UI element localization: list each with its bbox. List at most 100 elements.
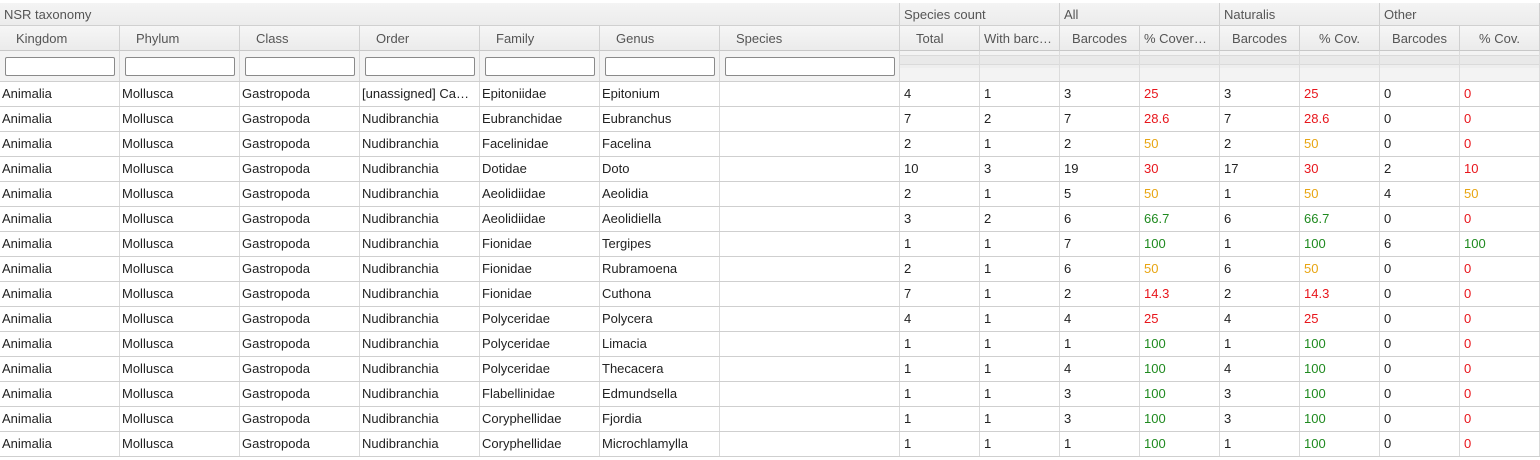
table-row[interactable]: Animalia Mollusca Gastropoda [unassigned] C… (0, 82, 1540, 107)
cell-kingdom: Animalia (0, 82, 120, 106)
cell-class: Gastropoda (240, 157, 360, 181)
cell-phylum: Mollusca (120, 182, 240, 206)
cell-species (720, 207, 900, 231)
cell-other-barcodes: 0 (1380, 382, 1460, 406)
cell-other-barcodes: 0 (1380, 107, 1460, 131)
header-phylum[interactable]: Phylum (120, 26, 240, 51)
cell-species (720, 332, 900, 356)
header-family[interactable]: Family (480, 26, 600, 51)
cell-class: Gastropoda (240, 207, 360, 231)
cell-phylum: Mollusca (120, 132, 240, 156)
table-row[interactable]: Animalia Mollusca Gastropoda Nudibranchia Fi… (0, 282, 1540, 307)
table-row[interactable]: Animalia Mollusca Gastropoda Nudibranchia Fa… (0, 132, 1540, 157)
cell-order: Nudibranchia (360, 407, 480, 431)
column-group-header-row: NSR taxonomy Species count All Naturalis… (0, 3, 1540, 26)
cell-class: Gastropoda (240, 307, 360, 331)
cell-kingdom: Animalia (0, 382, 120, 406)
kingdom-filter-input[interactable] (5, 57, 115, 76)
table-row[interactable]: Animalia Mollusca Gastropoda Nudibranchia Do… (0, 157, 1540, 182)
table-row[interactable]: Animalia Mollusca Gastropoda Nudibranchia Fi… (0, 232, 1540, 257)
cell-other-coverage: 0 (1460, 357, 1540, 381)
cell-naturalis-barcodes: 1 (1220, 232, 1300, 256)
cell-phylum: Mollusca (120, 432, 240, 456)
table-row[interactable]: Animalia Mollusca Gastropoda Nudibranchia Po… (0, 357, 1540, 382)
cell-other-coverage: 50 (1460, 182, 1540, 206)
cell-genus: Microchlamylla (600, 432, 720, 456)
cell-species (720, 382, 900, 406)
cell-family: Flabellinidae (480, 382, 600, 406)
class-filter-input[interactable] (245, 57, 355, 76)
cell-naturalis-barcodes: 3 (1220, 82, 1300, 106)
cell-naturalis-barcodes: 7 (1220, 107, 1300, 131)
cell-other-coverage: 0 (1460, 432, 1540, 456)
table-row[interactable]: Animalia Mollusca Gastropoda Nudibranchia Po… (0, 307, 1540, 332)
table-row[interactable]: Animalia Mollusca Gastropoda Nudibranchia Ae… (0, 207, 1540, 232)
cell-family: Fionidae (480, 282, 600, 306)
cell-family: Fionidae (480, 232, 600, 256)
cell-with-barcodes: 1 (980, 182, 1060, 206)
species-filter-input[interactable] (725, 57, 895, 76)
cell-genus: Rubramoena (600, 257, 720, 281)
cell-all-barcodes: 3 (1060, 82, 1140, 106)
cell-all-coverage: 30 (1140, 157, 1220, 181)
cell-other-barcodes: 0 (1380, 332, 1460, 356)
cell-all-barcodes: 3 (1060, 382, 1140, 406)
cell-total: 2 (900, 182, 980, 206)
header-genus[interactable]: Genus (600, 26, 720, 51)
header-naturalis-coverage[interactable]: % Cov. (1300, 26, 1380, 51)
cell-all-barcodes: 6 (1060, 257, 1140, 281)
filter-row (0, 51, 1540, 82)
table-row[interactable]: Animalia Mollusca Gastropoda Nudibranchia Ae… (0, 182, 1540, 207)
table-row[interactable]: Animalia Mollusca Gastropoda Nudibranchia Co… (0, 432, 1540, 457)
genus-filter-input[interactable] (605, 57, 715, 76)
header-other-coverage[interactable]: % Cov. (1460, 26, 1540, 51)
header-species[interactable]: Species (720, 26, 900, 51)
cell-other-barcodes: 0 (1380, 357, 1460, 381)
cell-all-coverage: 28.6 (1140, 107, 1220, 131)
cell-naturalis-coverage: 28.6 (1300, 107, 1380, 131)
cell-species (720, 407, 900, 431)
cell-naturalis-coverage: 25 (1300, 307, 1380, 331)
cell-phylum: Mollusca (120, 107, 240, 131)
cell-naturalis-coverage: 100 (1300, 357, 1380, 381)
header-order[interactable]: Order (360, 26, 480, 51)
header-total[interactable]: Total (900, 26, 980, 51)
cell-with-barcodes: 1 (980, 307, 1060, 331)
header-naturalis-barcodes[interactable]: Barcodes (1220, 26, 1300, 51)
cell-other-barcodes: 0 (1380, 432, 1460, 456)
cell-other-coverage: 0 (1460, 207, 1540, 231)
order-filter-input[interactable] (365, 57, 475, 76)
header-all-coverage[interactable]: % Cover… (1140, 26, 1220, 51)
cell-all-coverage: 25 (1140, 82, 1220, 106)
header-all-barcodes[interactable]: Barcodes (1060, 26, 1140, 51)
cell-phylum: Mollusca (120, 357, 240, 381)
cell-species (720, 132, 900, 156)
cell-with-barcodes: 2 (980, 107, 1060, 131)
table-row[interactable]: Animalia Mollusca Gastropoda Nudibranchia Fi… (0, 257, 1540, 282)
cell-all-coverage: 25 (1140, 307, 1220, 331)
filter-placeholder (1220, 51, 1300, 81)
cell-total: 2 (900, 132, 980, 156)
header-with-barcodes[interactable]: With barc… (980, 26, 1060, 51)
group-all: All (1060, 3, 1220, 26)
cell-other-coverage: 0 (1460, 282, 1540, 306)
cell-all-coverage: 66.7 (1140, 207, 1220, 231)
table-row[interactable]: Animalia Mollusca Gastropoda Nudibranchia Fl… (0, 382, 1540, 407)
cell-species (720, 432, 900, 456)
cell-kingdom: Animalia (0, 232, 120, 256)
table-row[interactable]: Animalia Mollusca Gastropoda Nudibranchia Eu… (0, 107, 1540, 132)
cell-naturalis-barcodes: 2 (1220, 282, 1300, 306)
cell-other-coverage: 0 (1460, 382, 1540, 406)
phylum-filter-input[interactable] (125, 57, 235, 76)
table-row[interactable]: Animalia Mollusca Gastropoda Nudibranchia Po… (0, 332, 1540, 357)
header-class[interactable]: Class (240, 26, 360, 51)
table-row[interactable]: Animalia Mollusca Gastropoda Nudibranchia Co… (0, 407, 1540, 432)
cell-genus: Aeolidiella (600, 207, 720, 231)
cell-all-coverage: 100 (1140, 407, 1220, 431)
header-kingdom[interactable]: Kingdom (0, 26, 120, 51)
cell-naturalis-coverage: 30 (1300, 157, 1380, 181)
cell-order: Nudibranchia (360, 282, 480, 306)
cell-all-coverage: 100 (1140, 382, 1220, 406)
header-other-barcodes[interactable]: Barcodes (1380, 26, 1460, 51)
family-filter-input[interactable] (485, 57, 595, 76)
